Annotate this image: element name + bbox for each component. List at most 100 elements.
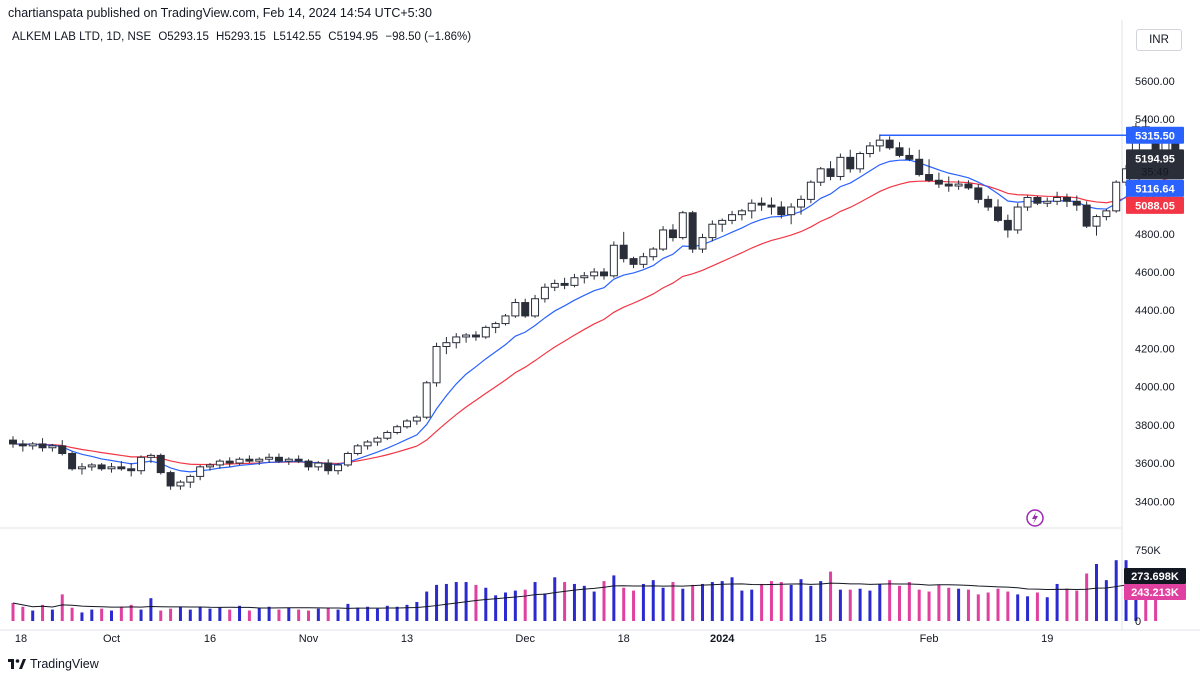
time-tick-label: 18 (15, 633, 27, 645)
volume-bar (878, 583, 882, 621)
candle (560, 277, 569, 290)
candle-body (235, 458, 244, 464)
candle (363, 440, 372, 450)
candle (245, 455, 254, 464)
volume-bar (385, 605, 389, 621)
candle-body (905, 154, 914, 160)
candle (274, 453, 283, 464)
volume-bar (898, 585, 901, 621)
volume-bar (494, 595, 498, 621)
ma-fast-label: 5116.64 (1135, 183, 1175, 195)
candle-body (826, 168, 835, 177)
candle-body (176, 481, 185, 487)
candle (521, 298, 530, 318)
volume-bar (612, 575, 616, 621)
candle (688, 210, 697, 253)
candle (294, 455, 303, 464)
candle-body (787, 206, 796, 216)
volume-last-label-bg (1124, 584, 1186, 600)
candle-body (865, 145, 874, 155)
price-tick-label: 3800.00 (1135, 420, 1175, 432)
price-tick-label: 3600.00 (1135, 458, 1175, 470)
volume-bar (622, 587, 626, 621)
symbol-name: ALKEM LAB LTD, 1D, NSE (12, 31, 152, 43)
volume-bar (1104, 580, 1108, 621)
candle-body (274, 456, 283, 462)
candle (944, 176, 953, 192)
candle-body (245, 458, 254, 462)
candle-body (511, 302, 520, 317)
candle-body (984, 198, 993, 208)
candle-body (1112, 181, 1121, 212)
volume-bar (129, 604, 133, 621)
candle-body (560, 282, 569, 286)
candle-body (1003, 219, 1012, 231)
candle-body (471, 334, 480, 338)
volume-bar (829, 571, 833, 621)
candle-body (1043, 200, 1052, 204)
candle-body (186, 475, 195, 483)
candle (127, 463, 136, 477)
candle-body (994, 206, 1002, 221)
candle (186, 474, 195, 488)
candle-body (146, 454, 155, 458)
volume-bar (307, 610, 310, 621)
price-tick-label: 4400.00 (1135, 305, 1175, 317)
volume-bar (986, 592, 990, 621)
candle-body (521, 302, 530, 317)
volume-bar (769, 581, 773, 621)
tradingview-footer[interactable]: TradingView (8, 657, 99, 671)
volume-bar (701, 583, 704, 621)
candle (984, 195, 993, 211)
currency-button[interactable]: INR (1136, 29, 1182, 51)
candle (77, 463, 86, 475)
volume-bar (947, 587, 951, 621)
volume-bar (553, 577, 557, 621)
volume-bar (11, 602, 15, 621)
candle-body (491, 323, 500, 328)
candle (87, 463, 96, 471)
candle (38, 438, 47, 452)
candle-body (797, 198, 805, 208)
candle-body (718, 219, 727, 225)
candle (1072, 195, 1081, 211)
ma-fast-label-bg (1126, 179, 1184, 197)
time-tick-label: Feb (920, 633, 939, 645)
candle (1003, 214, 1012, 238)
candle (1062, 193, 1071, 208)
volume-bar (41, 604, 45, 621)
volume-bar (435, 584, 439, 621)
candle-body (600, 271, 608, 277)
candle (875, 134, 884, 152)
candle (334, 463, 343, 475)
volume-bar (267, 606, 271, 621)
symbol-legend: ALKEM LAB LTD, 1D, NSE O5293.15 H5293.15… (12, 31, 475, 43)
volume-bar (888, 580, 892, 621)
volume-bar (444, 583, 448, 621)
legend-low: L5142.55 (273, 31, 322, 43)
volume-bar (523, 589, 527, 621)
volume-bar (819, 581, 823, 621)
candle-body (954, 183, 963, 187)
volume-bar (1144, 582, 1148, 621)
candle-body (422, 382, 431, 418)
candle (373, 436, 382, 446)
volume-bar (366, 606, 370, 621)
volume-bar (671, 582, 675, 621)
volume-bar (1006, 591, 1010, 621)
candle-body (373, 437, 382, 443)
tradingview-logo-icon (8, 659, 26, 669)
candle (816, 166, 825, 187)
candle-body (265, 456, 274, 460)
candle (511, 298, 520, 318)
candle-body (87, 464, 96, 468)
lightning-icon[interactable] (1026, 509, 1044, 527)
candle (156, 453, 165, 475)
candle-body (915, 158, 924, 176)
volume-bar (691, 584, 695, 621)
volume-bar (454, 582, 458, 621)
volume-bar (119, 606, 123, 621)
candle-body (1023, 196, 1032, 208)
volume-bar (996, 588, 1000, 621)
